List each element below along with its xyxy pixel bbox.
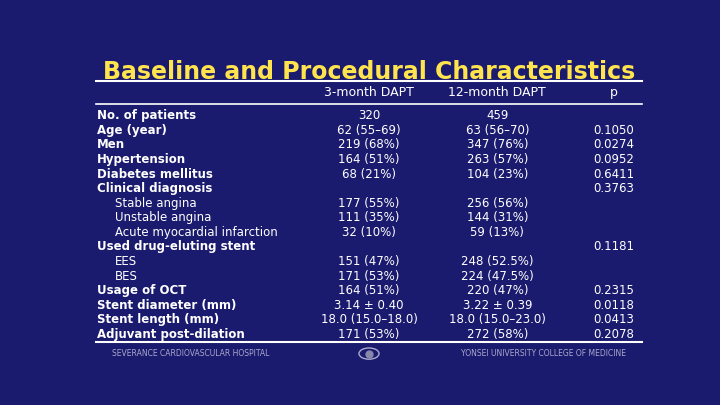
Text: p: p (609, 86, 617, 99)
Text: 111 (35%): 111 (35%) (338, 211, 400, 224)
Text: 219 (68%): 219 (68%) (338, 139, 400, 151)
Text: 18.0 (15.0–18.0): 18.0 (15.0–18.0) (320, 313, 418, 326)
Text: 63 (56–70): 63 (56–70) (466, 124, 529, 137)
Text: 12-month DAPT: 12-month DAPT (449, 86, 546, 99)
Text: 177 (55%): 177 (55%) (338, 197, 400, 210)
Text: Clinical diagnosis: Clinical diagnosis (96, 182, 212, 195)
Text: BES: BES (115, 270, 138, 283)
Text: YONSEI UNIVERSITY COLLEGE OF MEDICINE: YONSEI UNIVERSITY COLLEGE OF MEDICINE (461, 349, 626, 358)
Text: Diabetes mellitus: Diabetes mellitus (96, 168, 212, 181)
Text: 0.3763: 0.3763 (593, 182, 634, 195)
Text: Unstable angina: Unstable angina (115, 211, 212, 224)
Text: 0.0413: 0.0413 (593, 313, 634, 326)
Text: SEVERANCE CARDIOVASCULAR HOSPITAL: SEVERANCE CARDIOVASCULAR HOSPITAL (112, 349, 270, 358)
Text: Stent length (mm): Stent length (mm) (96, 313, 219, 326)
Text: 0.6411: 0.6411 (593, 168, 634, 181)
Text: 104 (23%): 104 (23%) (467, 168, 528, 181)
Text: Stent diameter (mm): Stent diameter (mm) (96, 299, 236, 312)
Text: 171 (53%): 171 (53%) (338, 270, 400, 283)
Text: 0.0274: 0.0274 (593, 139, 634, 151)
Text: 320: 320 (358, 109, 380, 122)
Text: Men: Men (96, 139, 125, 151)
Text: 0.0952: 0.0952 (593, 153, 634, 166)
Text: 32 (10%): 32 (10%) (342, 226, 396, 239)
Text: 459: 459 (486, 109, 508, 122)
Text: 263 (57%): 263 (57%) (467, 153, 528, 166)
Text: 0.1050: 0.1050 (593, 124, 634, 137)
Text: 3.14 ± 0.40: 3.14 ± 0.40 (334, 299, 404, 312)
Text: EES: EES (115, 255, 138, 268)
Text: 164 (51%): 164 (51%) (338, 284, 400, 297)
Text: 0.2078: 0.2078 (593, 328, 634, 341)
Text: 171 (53%): 171 (53%) (338, 328, 400, 341)
Text: Acute myocardial infarction: Acute myocardial infarction (115, 226, 278, 239)
Text: 272 (58%): 272 (58%) (467, 328, 528, 341)
Text: Baseline and Procedural Characteristics: Baseline and Procedural Characteristics (103, 60, 635, 84)
Text: 164 (51%): 164 (51%) (338, 153, 400, 166)
Text: 224 (47.5%): 224 (47.5%) (461, 270, 534, 283)
Text: 0.1181: 0.1181 (593, 241, 634, 254)
Text: Usage of OCT: Usage of OCT (96, 284, 186, 297)
Text: Hypertension: Hypertension (96, 153, 186, 166)
Text: 0.2315: 0.2315 (593, 284, 634, 297)
Text: Adjuvant post-dilation: Adjuvant post-dilation (96, 328, 245, 341)
Text: 347 (76%): 347 (76%) (467, 139, 528, 151)
Text: Stable angina: Stable angina (115, 197, 197, 210)
Text: 151 (47%): 151 (47%) (338, 255, 400, 268)
Text: 220 (47%): 220 (47%) (467, 284, 528, 297)
Text: 3-month DAPT: 3-month DAPT (324, 86, 414, 99)
Text: Used drug-eluting stent: Used drug-eluting stent (96, 241, 255, 254)
Text: 3.22 ± 0.39: 3.22 ± 0.39 (462, 299, 532, 312)
Text: 68 (21%): 68 (21%) (342, 168, 396, 181)
Text: No. of patients: No. of patients (96, 109, 196, 122)
Text: 18.0 (15.0–23.0): 18.0 (15.0–23.0) (449, 313, 546, 326)
Text: 59 (13%): 59 (13%) (470, 226, 524, 239)
Text: Age (year): Age (year) (96, 124, 166, 137)
Text: 62 (55–69): 62 (55–69) (337, 124, 401, 137)
Text: 144 (31%): 144 (31%) (467, 211, 528, 224)
Text: 0.0118: 0.0118 (593, 299, 634, 312)
Text: 256 (56%): 256 (56%) (467, 197, 528, 210)
Text: 248 (52.5%): 248 (52.5%) (461, 255, 534, 268)
